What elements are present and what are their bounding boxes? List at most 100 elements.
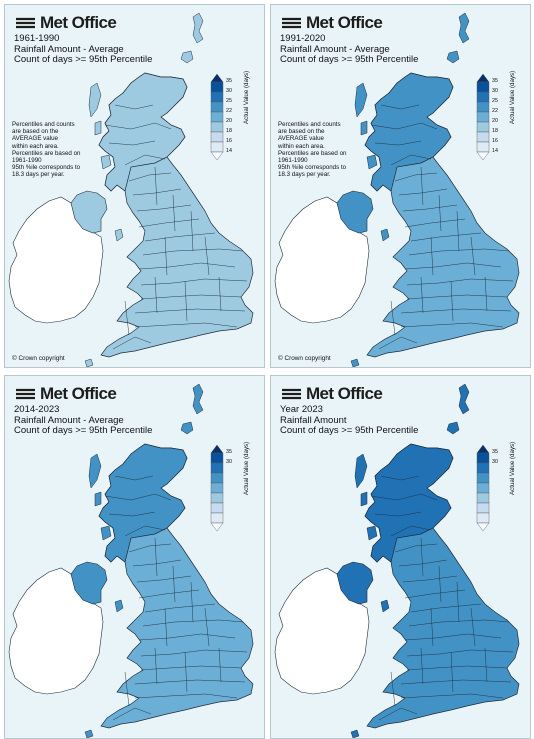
- note-line: AVERAGE value: [12, 135, 58, 143]
- legend-band: [476, 111, 490, 123]
- met-office-logo-icon: [282, 17, 301, 28]
- district-border: [140, 278, 248, 286]
- metric-label: Count of days >= 95th Percentile: [280, 425, 419, 436]
- district-border: [144, 232, 216, 242]
- legend-band: [476, 492, 490, 504]
- legend-band: [210, 141, 224, 153]
- colour-legend: 35 30 25 22 20 18 16 14 Actual Value (da…: [475, 71, 516, 167]
- district-border: [154, 166, 158, 206]
- map-panel-1991-2020: Met Office 1991-2020 Rainfall Amount - A…: [270, 4, 531, 368]
- legend-min-arrow: [210, 522, 224, 532]
- island: [84, 729, 94, 738]
- legend-title: Actual Value (days): [509, 441, 516, 495]
- legend-band: [210, 111, 224, 123]
- metric-label: Count of days >= 95th Percentile: [14, 54, 153, 65]
- brand-name: Met Office: [40, 384, 117, 403]
- island: [380, 228, 390, 242]
- legend-tick: 35: [226, 449, 232, 455]
- district-border: [398, 188, 448, 196]
- district-border: [164, 236, 168, 276]
- note-line: within each area.: [12, 142, 59, 150]
- legend-band: [210, 512, 224, 524]
- note-line: Percentiles and counts: [278, 121, 341, 128]
- district-border: [374, 140, 422, 146]
- methodology-note: Percentiles and counts are based on the …: [278, 121, 374, 179]
- note-line: are based on the: [278, 128, 325, 136]
- island: [446, 421, 460, 435]
- district-border: [138, 218, 200, 228]
- copyright-notice: © Crown copyright: [278, 355, 331, 362]
- district-border: [124, 154, 166, 166]
- district-border: [378, 336, 418, 350]
- island: [114, 599, 124, 613]
- legend-tick: 20: [226, 118, 232, 124]
- legend-band: [210, 101, 224, 113]
- island: [350, 358, 360, 367]
- period-label: 1991-2020: [280, 33, 326, 44]
- district-border: [404, 262, 502, 270]
- district-border: [420, 276, 424, 314]
- island: [88, 453, 102, 489]
- legend-band: [476, 131, 490, 143]
- legend-max-arrow: [476, 73, 490, 83]
- legend-band: [476, 502, 490, 514]
- map-title: 1961-1990 Rainfall Amount - Average Coun…: [14, 33, 153, 66]
- district-border: [370, 122, 438, 130]
- legend-tick: 20: [492, 118, 498, 124]
- legend-band: [210, 462, 224, 474]
- met-office-logo-icon: [16, 17, 35, 28]
- variable-label: Rainfall Amount: [280, 414, 347, 426]
- met-office-logo-icon: [16, 388, 35, 399]
- legend-band: [476, 91, 490, 103]
- legend-band: [476, 141, 490, 153]
- district-border: [154, 276, 158, 314]
- note-line: Percentiles and counts: [12, 121, 75, 128]
- island: [354, 82, 368, 118]
- methodology-note: Percentiles and counts are based on the …: [12, 121, 108, 179]
- note-line: are based on the: [12, 128, 59, 136]
- colour-bar: [210, 73, 224, 161]
- legend-band: [210, 492, 224, 504]
- district-border: [404, 218, 466, 228]
- map-title: 2014-2023 Rainfall Amount - Average Coun…: [14, 404, 152, 437]
- legend-tick: 18: [492, 128, 498, 134]
- district-border: [184, 280, 188, 322]
- legend-min-arrow: [210, 151, 224, 161]
- district-border: [132, 188, 182, 196]
- legend-band: [210, 131, 224, 143]
- legend-tick: 18: [226, 128, 232, 134]
- island: [180, 421, 194, 435]
- island: [446, 50, 460, 64]
- legend-tick: 35: [226, 78, 232, 84]
- island: [100, 525, 112, 541]
- colour-legend: 35 30 Actual Value (days): [209, 442, 250, 538]
- district-border: [124, 300, 130, 336]
- legend-max-arrow: [210, 73, 224, 83]
- brand-name: Met Office: [40, 13, 117, 32]
- colour-legend: 35 30 25 22 20 18 16 14 Actual Value (da…: [209, 71, 250, 167]
- district-border: [438, 194, 442, 232]
- scotland-regions: [364, 72, 454, 192]
- district-border: [390, 300, 396, 336]
- district-border: [136, 204, 192, 212]
- note-line: 1961-1990: [12, 157, 42, 165]
- district-border: [450, 280, 454, 322]
- legend-band: [210, 91, 224, 103]
- map-panel-year-2023: Met Office Year 2023 Rainfall Amount Cou…: [270, 375, 531, 739]
- period-label: Year 2023: [280, 404, 323, 415]
- district-border: [190, 210, 194, 252]
- island: [94, 491, 102, 507]
- district-border: [390, 154, 432, 166]
- northern-ireland-region: [70, 190, 108, 234]
- island: [114, 228, 124, 242]
- uk-map: [274, 12, 520, 367]
- period-label: 2014-2023: [14, 404, 60, 415]
- district-border: [218, 276, 222, 312]
- legend-tick: 16: [492, 138, 498, 144]
- legend-band: [476, 472, 490, 484]
- note-line: 18.3 days per year.: [12, 171, 65, 179]
- district-border: [172, 194, 176, 232]
- district-border: [484, 276, 488, 312]
- island: [366, 154, 378, 170]
- note-line: within each area.: [278, 142, 325, 150]
